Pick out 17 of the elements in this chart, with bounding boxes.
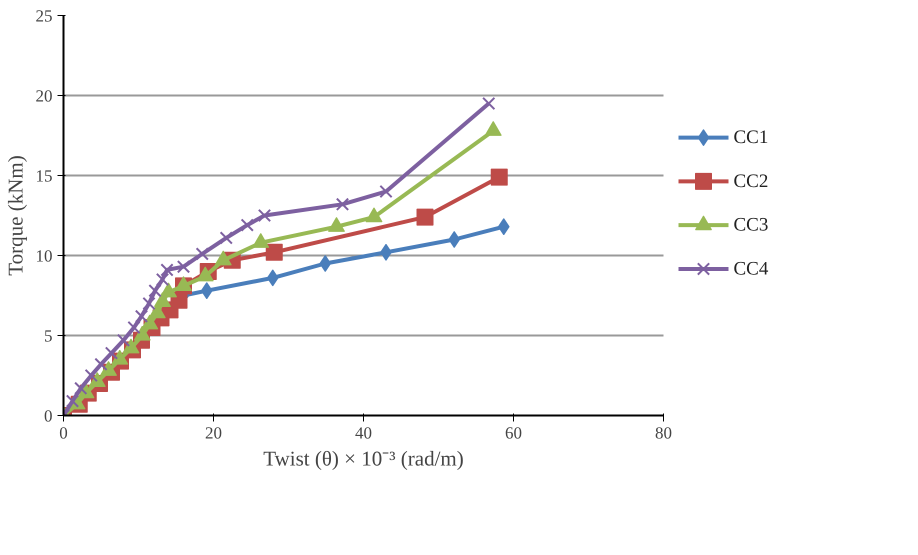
x-tick-label: 40 <box>355 424 372 442</box>
y-tick-label: 25 <box>36 6 52 26</box>
y-tick-label: 5 <box>44 326 52 346</box>
x-tick-label: 0 <box>59 424 68 442</box>
x-tick-label: 80 <box>655 424 672 442</box>
x-axis-title: Twist (θ) × 10⁻³ (rad/m) <box>263 446 464 470</box>
x-tick-label: 60 <box>505 424 522 442</box>
legend-label: CC4 <box>734 258 769 280</box>
y-tick-label: 0 <box>44 406 52 426</box>
y-tick-label: 15 <box>36 166 52 186</box>
legend-label: CC2 <box>734 170 768 192</box>
y-axis-title: Torque (kNm) <box>4 155 28 276</box>
legend-label: CC1 <box>734 127 768 148</box>
legend-label: CC3 <box>734 214 768 236</box>
y-tick-label: 20 <box>36 86 52 106</box>
y-tick-label: 10 <box>36 246 52 266</box>
x-tick-label: 20 <box>205 424 222 442</box>
